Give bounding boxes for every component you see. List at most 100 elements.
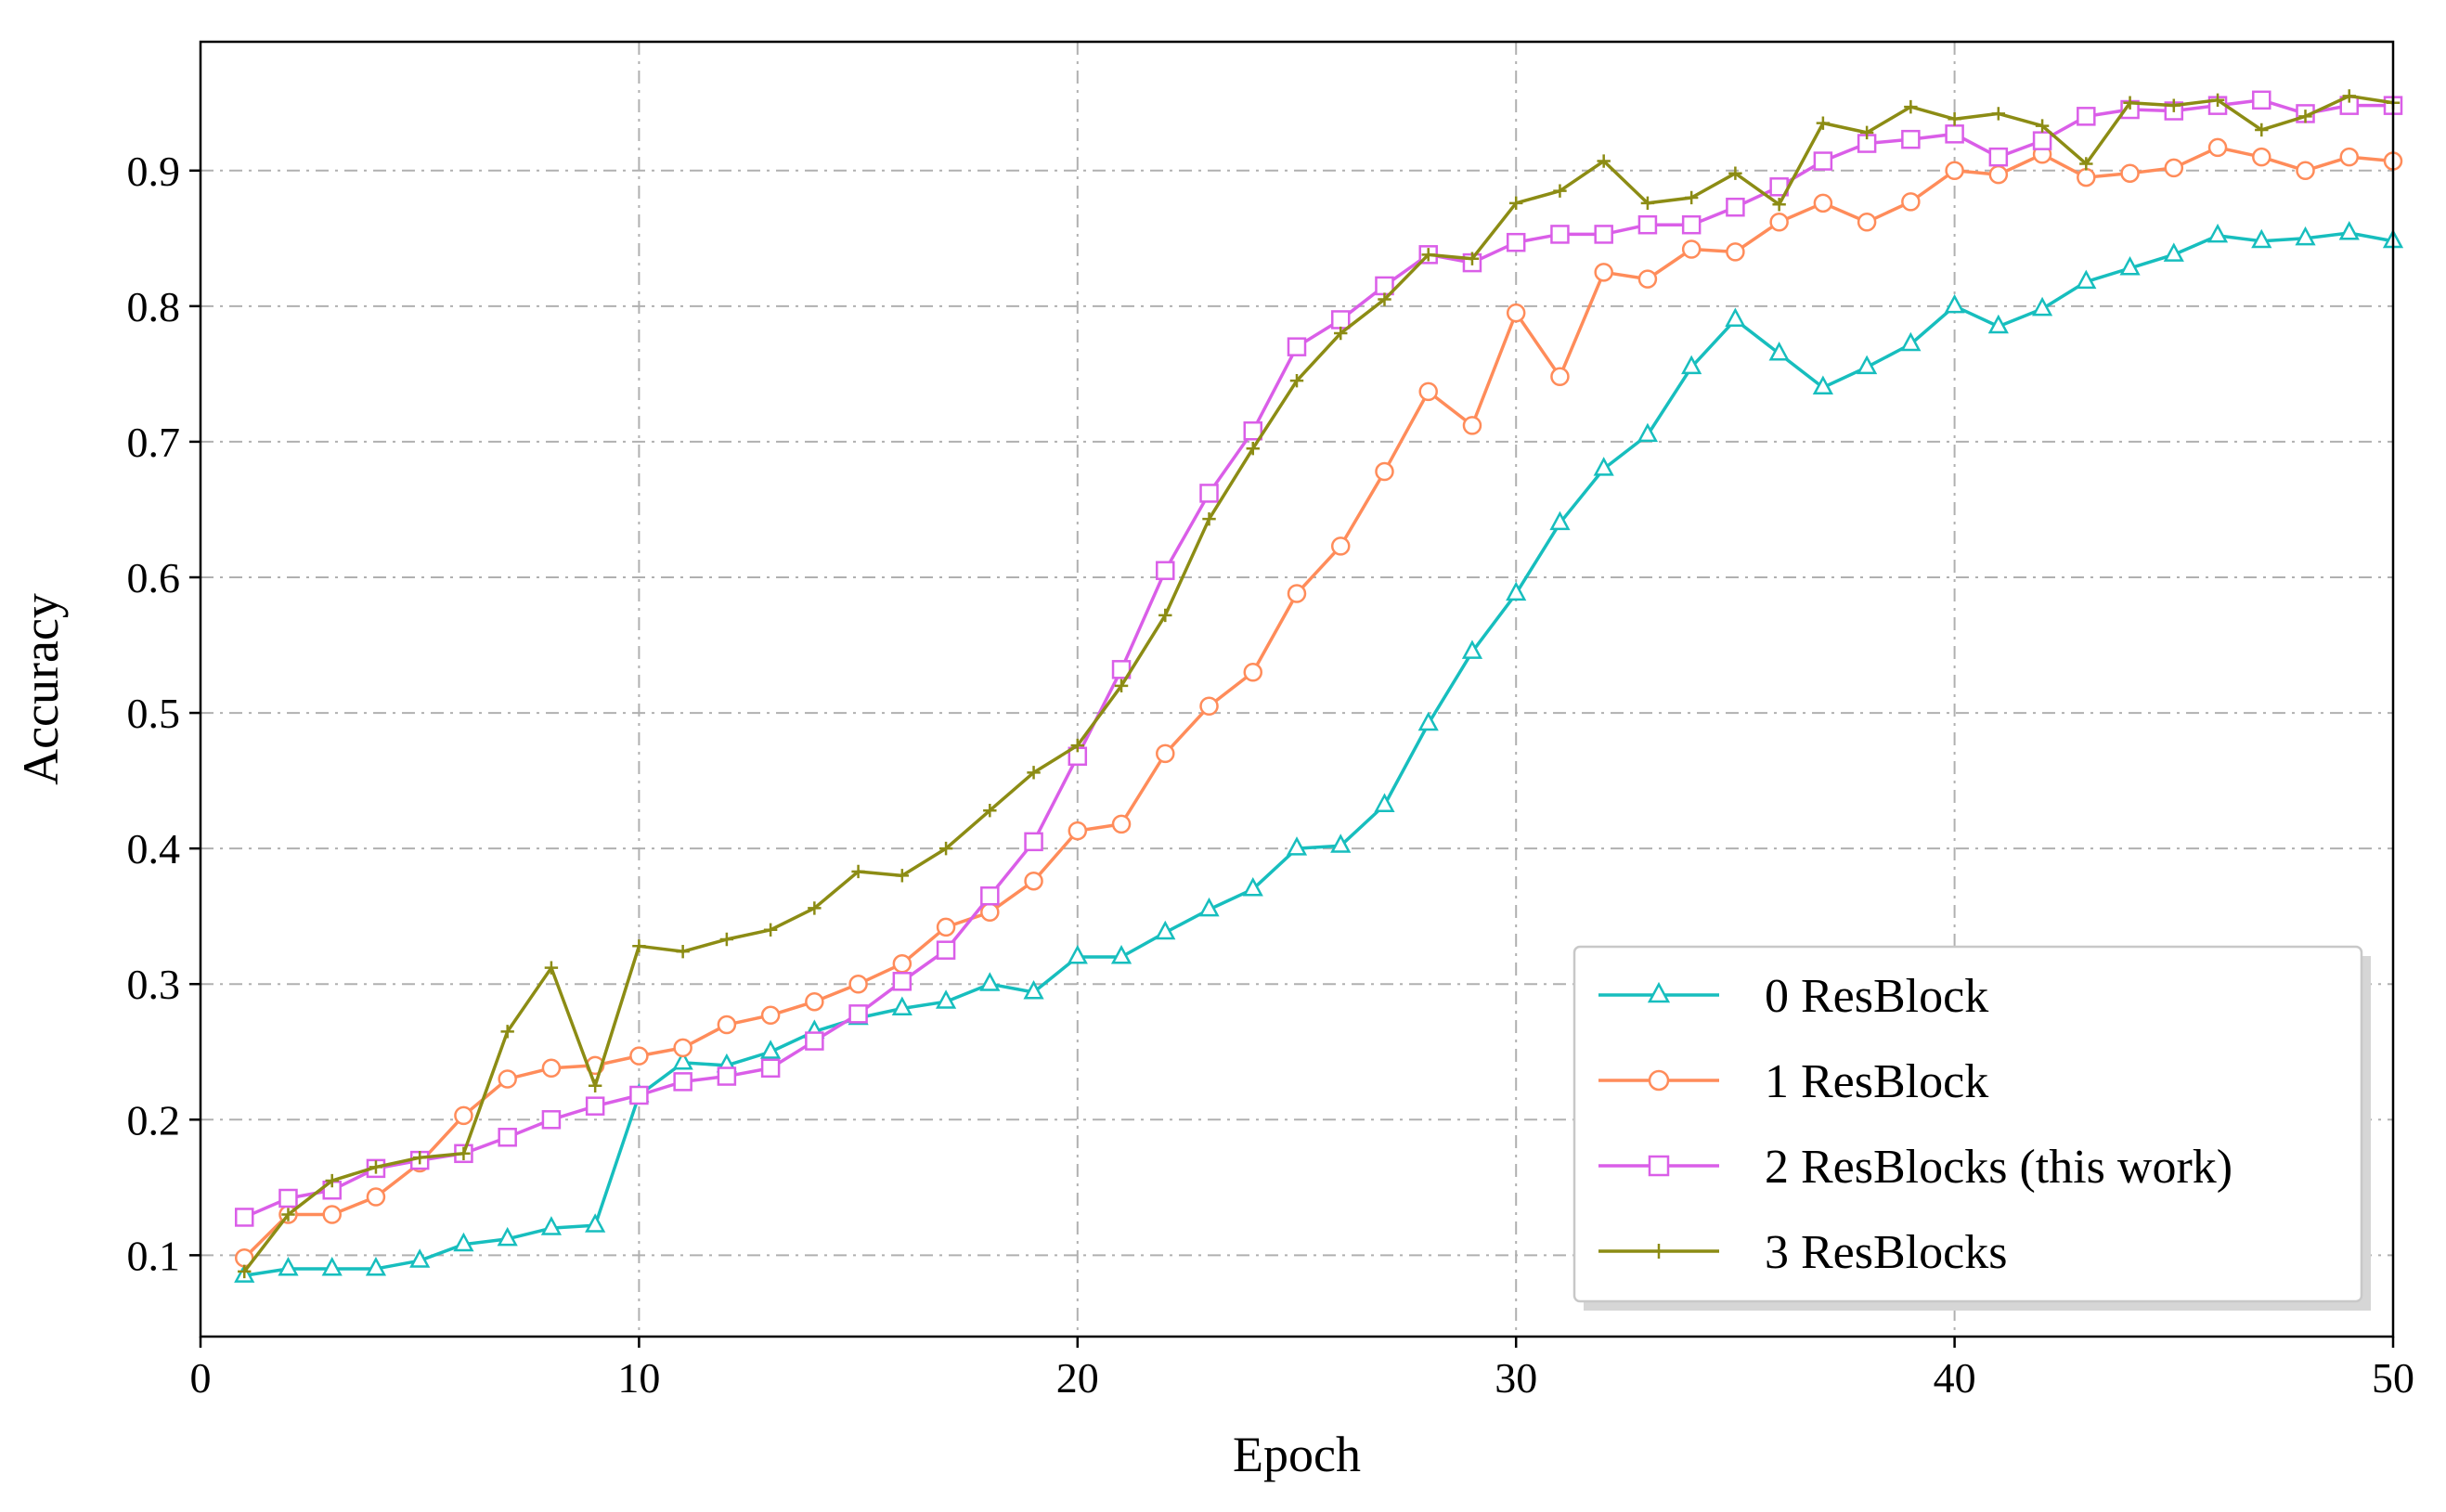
data-point [1199,484,1219,503]
data-point [409,1248,431,1268]
data-point [1375,461,1394,482]
data-point [1070,738,1084,753]
data-point [1024,871,1043,891]
data-point [1378,292,1391,306]
data-point [2077,107,2096,126]
data-point [1334,326,1348,341]
data-point [1287,584,1307,603]
data-point [2207,137,2228,158]
data-point [1549,510,1571,531]
x-tick-label: 10 [617,1354,660,1402]
data-point [980,902,1000,923]
data-point [629,1085,649,1105]
y-axis-label: Accuracy [13,593,69,785]
data-point [1594,263,1613,282]
data-point [1901,192,1921,212]
data-point [2210,93,2225,108]
data-point [1813,151,1833,171]
y-tick-label: 0.4 [127,825,181,872]
data-point [1421,248,1435,262]
data-point [2339,147,2360,167]
data-point [234,1208,254,1227]
data-point [278,1188,298,1208]
x-axis-label: Epoch [1233,1427,1361,1482]
y-tick-label: 0.9 [127,148,181,195]
data-point [1772,198,1786,212]
data-point [2298,110,2312,123]
data-point [2251,228,2272,249]
data-point [760,1058,781,1079]
data-point [1681,355,1702,375]
x-tick-label: 40 [1934,1354,1976,1402]
data-point [763,923,778,937]
data-point [413,1150,427,1165]
data-point [1330,310,1351,330]
series-markers [234,220,2404,1283]
data-point [2079,157,2093,171]
data-point [1640,196,1655,211]
data-point [2252,90,2271,110]
data-point [366,1187,386,1207]
data-point [1768,341,1790,361]
data-point [2120,163,2140,183]
data-point [1330,536,1351,556]
data-point [541,1110,562,1130]
data-point [1648,1155,1670,1177]
data-point [1114,678,1129,693]
data-point [2031,296,2053,317]
data-point [1904,99,1918,114]
data-point [851,864,865,879]
data-point [673,1072,692,1092]
y-tick-label: 0.2 [127,1096,181,1144]
data-point [1550,367,1570,387]
data-point [936,940,956,960]
data-point [673,1038,692,1058]
legend: 0 ResBlock 1 ResBlock 2 ResBlocks (this wo… [1572,945,2371,1311]
data-point [544,961,559,975]
data-point [983,804,997,818]
data-point [2119,255,2141,276]
data-point [1199,696,1219,717]
data-point [1901,129,1921,149]
y-tick-label: 0.5 [127,690,181,737]
data-point [1726,242,1745,262]
data-point [760,1040,782,1059]
legend-entry: 0 ResBlock [1598,970,1988,1023]
data-point [1465,252,1480,265]
data-point [1506,303,1526,323]
data-point [892,954,912,974]
data-point [1067,945,1088,964]
data-point [1988,164,2009,185]
data-point [281,1208,295,1221]
legend-label: 1 ResBlock [1765,1055,1988,1108]
data-point [1243,662,1263,682]
data-point [1418,381,1438,402]
data-point [453,1232,474,1252]
data-point [891,996,912,1016]
data-point [1637,422,1659,443]
data-point [1023,979,1044,1000]
data-point [980,886,1000,906]
data-point [805,1031,824,1051]
series-markers [234,137,2403,1268]
data-point [1726,197,1745,217]
data-point [717,1066,737,1086]
series-markers [234,90,2403,1227]
data-point [2123,96,2137,110]
data-point [1155,920,1176,940]
data-point [1988,147,2009,167]
data-point [1246,442,1260,456]
data-point [1506,581,1527,601]
series-3 [234,90,2403,1227]
data-point [1202,511,1216,526]
data-point [1024,832,1043,852]
data-point [719,932,734,947]
x-tick-label: 0 [190,1354,212,1402]
data-point [1594,225,1613,244]
plot-frame [199,40,2395,1338]
data-point [1506,232,1526,252]
data-point [1242,876,1263,897]
series-4 [238,89,2401,1279]
data-point [1287,337,1307,356]
data-point [1647,981,1671,1003]
